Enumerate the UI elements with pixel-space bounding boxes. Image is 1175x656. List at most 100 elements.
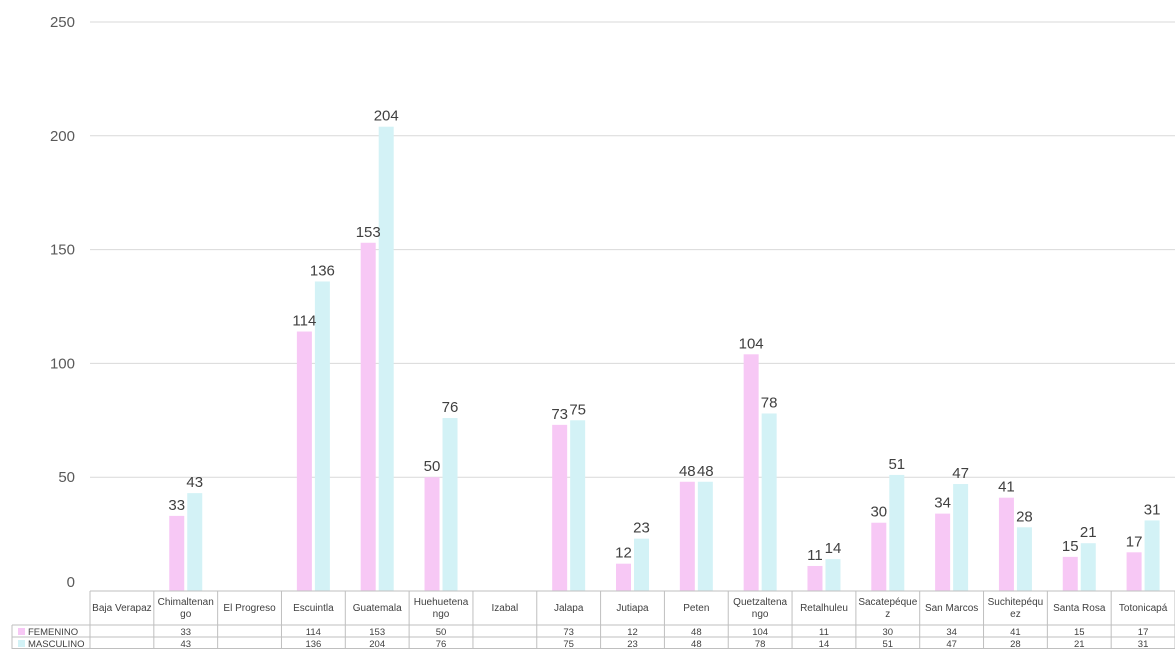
bar bbox=[570, 420, 586, 591]
category-label: Peten bbox=[683, 603, 709, 614]
category-label: z bbox=[885, 609, 890, 620]
data-label: 51 bbox=[888, 456, 905, 473]
data-label: 48 bbox=[679, 463, 696, 480]
bar bbox=[378, 126, 394, 592]
bar bbox=[442, 418, 458, 591]
data-label: 30 bbox=[870, 504, 887, 521]
category-label: Huehuetena bbox=[414, 597, 469, 608]
table-value: 43 bbox=[180, 639, 191, 650]
legend-swatch bbox=[18, 628, 25, 635]
table-value: 33 bbox=[180, 627, 191, 638]
data-label: 21 bbox=[1080, 524, 1097, 541]
y-tick-label: 50 bbox=[58, 469, 75, 486]
data-label: 12 bbox=[615, 545, 632, 562]
data-label: 114 bbox=[292, 313, 316, 330]
bar bbox=[1016, 527, 1032, 591]
category-label: Santa Rosa bbox=[1053, 603, 1106, 614]
legend-label: FEMENINO bbox=[28, 627, 78, 638]
table-value: 17 bbox=[1138, 627, 1149, 638]
data-label: 43 bbox=[186, 474, 203, 491]
category-label: Izabal bbox=[492, 603, 519, 614]
bar bbox=[807, 565, 823, 591]
category-label: go bbox=[180, 609, 192, 620]
table-value: 76 bbox=[436, 639, 447, 650]
data-label: 76 bbox=[442, 399, 459, 416]
data-label: 34 bbox=[934, 495, 951, 512]
data-label: 14 bbox=[825, 540, 842, 557]
data-label: 41 bbox=[998, 479, 1015, 496]
table-value: 28 bbox=[1010, 639, 1021, 650]
bar bbox=[552, 424, 568, 591]
table-value: 78 bbox=[755, 639, 766, 650]
bar bbox=[889, 474, 905, 591]
bar bbox=[296, 331, 312, 591]
table-value: 12 bbox=[627, 627, 638, 638]
legend-swatch bbox=[18, 640, 25, 647]
table-value: 50 bbox=[436, 627, 447, 638]
table-value: 48 bbox=[691, 639, 702, 650]
bar bbox=[1144, 520, 1160, 591]
category-label: ngo bbox=[752, 609, 769, 620]
table-value: 14 bbox=[819, 639, 830, 650]
data-label: 104 bbox=[739, 335, 764, 352]
table-value: 204 bbox=[369, 639, 385, 650]
table-value: 34 bbox=[946, 627, 957, 638]
data-label: 153 bbox=[356, 224, 381, 241]
bar bbox=[1062, 556, 1078, 591]
y-tick-label: 100 bbox=[50, 355, 75, 372]
table-value: 23 bbox=[627, 639, 638, 650]
bar bbox=[743, 354, 759, 591]
bar bbox=[998, 497, 1014, 591]
data-label: 47 bbox=[952, 465, 969, 482]
data-label: 75 bbox=[569, 401, 586, 418]
table-value: 104 bbox=[752, 627, 768, 638]
bar bbox=[424, 477, 440, 591]
table-value: 30 bbox=[883, 627, 894, 638]
bar bbox=[871, 522, 887, 591]
bar bbox=[953, 484, 969, 591]
legend-label: MASCULINO bbox=[28, 639, 84, 650]
category-label: Chimaltenan bbox=[158, 597, 214, 608]
table-value: 48 bbox=[691, 627, 702, 638]
table-value: 51 bbox=[883, 639, 894, 650]
bars bbox=[169, 126, 1160, 592]
category-label: San Marcos bbox=[925, 603, 978, 614]
category-label: ngo bbox=[433, 609, 450, 620]
table-value: 47 bbox=[946, 639, 957, 650]
bar bbox=[761, 413, 777, 591]
data-label: 48 bbox=[697, 463, 714, 480]
bar bbox=[616, 563, 631, 591]
table-value: 114 bbox=[306, 627, 321, 638]
table-value: 136 bbox=[305, 639, 321, 650]
y-tick-label: 150 bbox=[50, 242, 75, 259]
category-label: Baja Verapaz bbox=[92, 603, 152, 614]
bar bbox=[314, 281, 330, 591]
data-label: 33 bbox=[168, 497, 185, 514]
table-value: 75 bbox=[563, 639, 574, 650]
table-value: 31 bbox=[1138, 639, 1149, 650]
category-label: Sacatepéque bbox=[858, 597, 917, 608]
data-label: 15 bbox=[1062, 538, 1079, 555]
category-label: Jutiapa bbox=[616, 603, 649, 614]
bar bbox=[169, 515, 185, 591]
data-label: 17 bbox=[1126, 533, 1143, 550]
y-tick-label: 200 bbox=[50, 128, 75, 145]
data-label: 31 bbox=[1144, 501, 1161, 518]
category-label: Jalapa bbox=[554, 603, 584, 614]
bar bbox=[187, 493, 203, 591]
gridlines bbox=[90, 21, 1175, 478]
data-label: 204 bbox=[374, 108, 399, 125]
bar bbox=[825, 559, 841, 591]
category-label: Escuintla bbox=[293, 603, 334, 614]
data-label: 136 bbox=[310, 262, 335, 279]
bar bbox=[1080, 543, 1096, 591]
category-label: Guatemala bbox=[353, 603, 402, 614]
table-value: 153 bbox=[369, 627, 385, 638]
category-label: Retalhuleu bbox=[800, 603, 848, 614]
category-label: El Progreso bbox=[223, 603, 276, 614]
data-label: 50 bbox=[424, 458, 441, 475]
data-label: 28 bbox=[1016, 508, 1033, 525]
bar bbox=[697, 481, 713, 591]
